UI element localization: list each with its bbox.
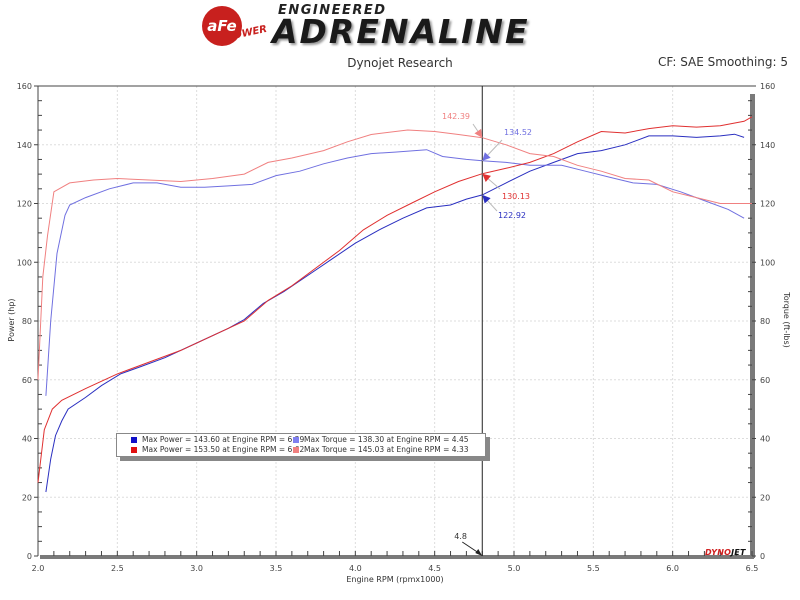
annotation-arrowhead [474,128,483,138]
annotation-arrowhead [482,152,491,161]
x-axis-bar [40,555,754,559]
chart-title: Dynojet Research [347,56,453,70]
dynojet-logo: DYNOJET [705,548,746,557]
annotation-arrowhead [482,173,491,182]
afe-logo: aFe POWER ENGINEERED ADRENALINE [200,0,600,52]
y2-tick-label: 160 [760,82,775,91]
axes: 0 20 40 60 80 100 120 140 160 0 20 40 60 80 100 120 140 1… [7,82,791,584]
y-tick-label: 60 [22,376,32,385]
legend: Max Power = 143.60 at Engine RPM = 6.39 … [116,433,486,457]
y-tick-label: 0 [27,552,32,561]
x-tick-label: 6.0 [666,564,679,573]
x-tick-label: 5.0 [508,564,521,573]
y-tick-label: 160 [17,82,32,91]
series-lines [37,116,753,493]
value-annotation: 130.13 [502,192,530,201]
x-tick-label: 5.5 [587,564,600,573]
x-tick-label: 2.5 [111,564,124,573]
y2-tick-label: 40 [760,435,770,444]
y2-axis-label: Torque (ft-lbs) [782,291,791,348]
annotation-arrowhead [482,194,491,204]
x-tick-label: 2.0 [32,564,45,573]
afe-badge: aFe [202,6,242,46]
tagline-top: ENGINEERED [278,3,387,18]
annotations: 4.8 142.39 134.52 130.13 122.92 [442,86,532,556]
y2-tick-label: 100 [760,258,775,267]
legend-swatch [293,446,299,453]
series-line-3 [37,129,752,380]
series-line-2 [37,116,753,483]
y-tick-label: 40 [22,435,32,444]
legend-swatch [293,436,299,443]
y2-tick-label: 80 [760,317,770,326]
y-tick-label: 20 [22,493,32,502]
x-tick-label: 6.5 [746,564,759,573]
y-tick-label: 120 [17,200,32,209]
cursor-arrowhead [475,549,483,556]
x-tick-label: 3.0 [190,564,203,573]
y-tick-label: 140 [17,141,32,150]
x-tick-label: 4.5 [428,564,441,573]
x-tick-label: 3.5 [270,564,283,573]
value-annotation: 122.92 [498,211,526,220]
cursor-label: 4.8 [454,532,467,541]
y2-tick-label: 60 [760,376,770,385]
correction-factor: CF: SAE Smoothing: 5 [657,55,788,69]
legend-item-torque-blue: Max Torque = 138.30 at Engine RPM = 4.45 [293,435,469,445]
y2-tick-label: 140 [760,141,775,150]
series-line-0 [45,133,745,493]
y2-tick-label: 0 [760,552,765,561]
legend-swatch [131,436,137,443]
y-tick-label: 80 [22,317,32,326]
legend-item-torque-red: Max Torque = 145.03 at Engine RPM = 4.33 [293,445,469,455]
legend-swatch [131,446,137,453]
y2-tick-label: 20 [760,493,770,502]
x-axis-label: Engine RPM (rpmx1000) [346,575,443,584]
y-tick-label: 100 [17,258,32,267]
series-line-1 [45,149,745,396]
x-tick-label: 4.0 [349,564,362,573]
y2-tick-label: 120 [760,200,775,209]
value-annotation: 142.39 [442,112,470,121]
y-axis-label: Power (hp) [7,298,16,341]
grid [38,86,752,556]
right-axis-bar [750,94,755,558]
tagline-main: ADRENALINE [272,12,530,51]
legend-item-power-blue: Max Power = 143.60 at Engine RPM = 6.39 [131,435,304,445]
legend-item-power-red: Max Power = 153.50 at Engine RPM = 6.62 [131,445,304,455]
value-annotation: 134.52 [504,128,532,137]
